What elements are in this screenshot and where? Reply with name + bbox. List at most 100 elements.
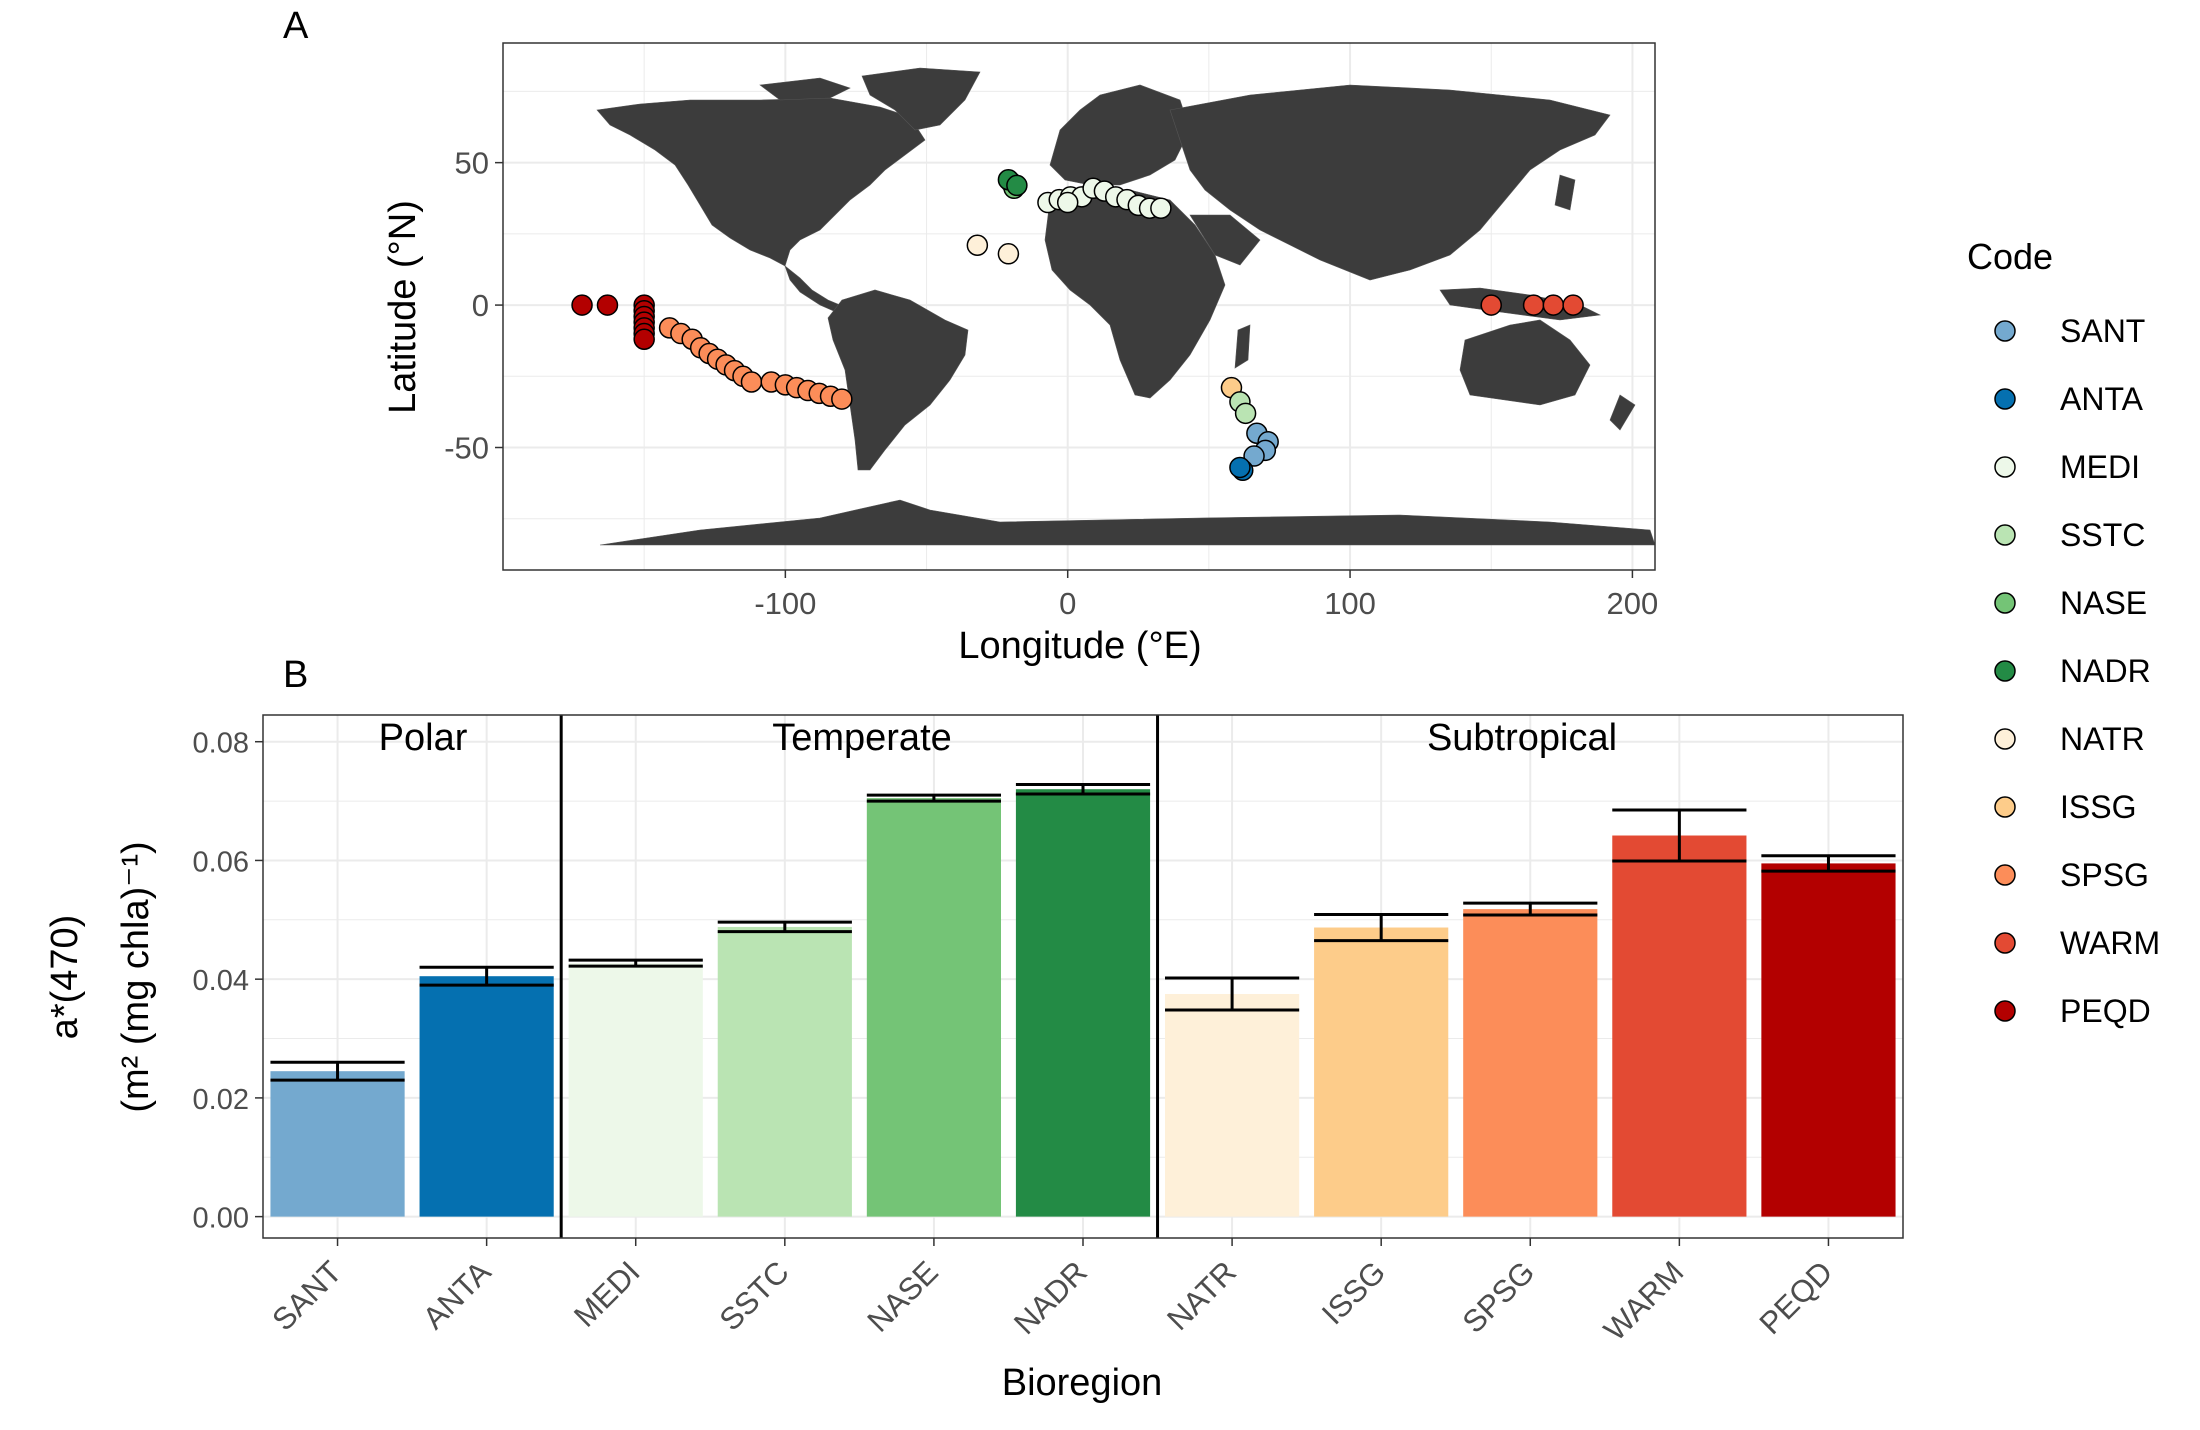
legend-label-peqd: PEQD — [2060, 993, 2151, 1029]
bar-y-tick-label: 0.02 — [193, 1084, 249, 1116]
map-y-tick-label: 0 — [472, 288, 489, 323]
land-north-america — [596, 97, 926, 267]
map-point-peqd — [633, 328, 655, 351]
bar-x-axis-title: Bioregion — [1002, 1362, 1163, 1404]
legend-key-warm — [1994, 932, 2016, 954]
panel-a-label: A — [283, 5, 309, 47]
bar-x-tick-label-sant: SANT — [265, 1254, 348, 1337]
legend-label-anta: ANTA — [2060, 381, 2144, 417]
map-x-tick-label: 0 — [1059, 586, 1076, 621]
bar-anta — [419, 976, 554, 1217]
bar-x-tick-label-anta: ANTA — [416, 1254, 498, 1336]
legend-label-nadr: NADR — [2060, 653, 2151, 689]
bar-nase — [866, 798, 1001, 1217]
legend-items: SANT ANTA MEDI SSTC NASE NADR NATR ISSG SPSG WARM… — [1994, 313, 2160, 1029]
land-madagascar — [1234, 324, 1251, 369]
land-arabia — [1189, 214, 1261, 266]
bar-x-tick-label-medi: MEDI — [567, 1254, 647, 1334]
bar-natr — [1165, 994, 1300, 1217]
map-point-natr — [997, 243, 1020, 265]
map-x-tick-label: -100 — [754, 586, 816, 621]
map-point-warm — [1562, 294, 1584, 316]
bar-sant — [270, 1071, 405, 1217]
land-antarctica — [599, 499, 1656, 546]
bar-medi — [568, 963, 703, 1217]
map-point-nadr — [1006, 174, 1028, 197]
bar-x-tick-label-natr: NATR — [1160, 1254, 1243, 1337]
bar-sstc — [717, 926, 852, 1217]
land-japan — [1554, 174, 1576, 211]
map-y-tick-label: -50 — [444, 431, 489, 466]
map-x-tick-label: 200 — [1607, 586, 1659, 621]
legend-label-natr: NATR — [2060, 721, 2145, 757]
legend-key-issg — [1994, 796, 2016, 818]
bar-x-tick-label-nase: NASE — [860, 1254, 944, 1338]
legend-label-medi: MEDI — [2060, 449, 2140, 485]
bar-panel: Polar Temperate Subtropical 0.00 0.02 0.04… — [193, 714, 1904, 1348]
group-dividers — [559, 715, 1160, 1238]
group-label-subtropical: Subtropical — [1427, 717, 1617, 759]
map-point-peqd — [571, 294, 593, 316]
bar-y-tick-label: 0.08 — [193, 728, 249, 760]
map-x-tick-label: 100 — [1324, 586, 1376, 621]
bar-warm — [1612, 835, 1747, 1217]
legend-label-issg: ISSG — [2060, 789, 2136, 825]
bar-spsg — [1463, 909, 1598, 1217]
bar-nadr — [1015, 789, 1151, 1217]
map-axes: -100 0 100 200 50 0 -50 — [444, 146, 1658, 621]
legend-key-nadr — [1994, 660, 2016, 682]
panel-b-label: B — [283, 654, 308, 696]
map-point-spsg — [740, 371, 763, 393]
legend-key-natr — [1994, 728, 2016, 750]
map-point-peqd — [596, 294, 619, 316]
map-point-sstc — [1234, 402, 1257, 425]
map-point-medi — [1056, 191, 1079, 214]
bar-y-tick-label: 0.00 — [193, 1203, 249, 1235]
legend-key-sant — [1994, 320, 2016, 342]
legend-key-spsg — [1994, 864, 2016, 886]
bar-x-tick-label-peqd: PEQD — [1753, 1254, 1840, 1341]
legend-key-peqd — [1994, 1000, 2016, 1022]
bar-x-tick-label-spsg: SPSG — [1456, 1254, 1542, 1340]
land-south-america — [827, 289, 969, 471]
group-label-polar: Polar — [379, 717, 468, 759]
legend-label-nase: NASE — [2060, 585, 2147, 621]
map-point-warm — [1542, 294, 1565, 316]
map-x-axis-title: Longitude (°E) — [958, 625, 1201, 667]
legend-label-sstc: SSTC — [2060, 517, 2145, 553]
bar-y-tick-label: 0.06 — [193, 846, 249, 878]
land-arctic-islands — [759, 77, 851, 101]
map-point-warm — [1480, 294, 1502, 316]
land-africa — [1044, 189, 1226, 399]
legend-title: Code — [1967, 236, 2053, 277]
map-y-tick-label: 50 — [455, 146, 489, 181]
legend-key-medi — [1994, 456, 2016, 478]
legend-label-sant: SANT — [2060, 313, 2145, 349]
error-bars — [270, 782, 1896, 1082]
map-panel: -100 0 100 200 50 0 -50 — [444, 42, 1658, 621]
map-point-spsg — [831, 388, 853, 410]
land-greenland — [861, 67, 981, 131]
map-panel-border — [502, 42, 1656, 571]
land-australia — [1459, 319, 1591, 406]
map-point-anta — [1229, 456, 1251, 479]
land-masses — [596, 67, 1656, 546]
bar-peqd — [1761, 863, 1896, 1217]
legend-key-nase — [1994, 592, 2016, 614]
bar-y-tick-label: 0.04 — [193, 965, 249, 997]
map-y-axis-title: Latitude (°N) — [382, 200, 424, 414]
map-point-medi — [1150, 197, 1172, 219]
bar-x-tick-label-nadr: NADR — [1007, 1254, 1094, 1341]
bar-y-axis-title-line2: (m² (mg chla)⁻¹) — [115, 841, 157, 1112]
bar-x-tick-label-warm: WARM — [1597, 1254, 1690, 1347]
bars — [270, 789, 1896, 1217]
land-new-zealand — [1609, 394, 1636, 431]
bar-y-axis-title-line1: a*(470) — [44, 915, 86, 1040]
map-point-warm — [1522, 294, 1545, 316]
map-point-natr — [966, 234, 989, 257]
map-points — [571, 168, 1584, 482]
land-asia — [1169, 84, 1611, 281]
bar-issg — [1314, 927, 1449, 1217]
legend-label-warm: WARM — [2060, 925, 2160, 961]
